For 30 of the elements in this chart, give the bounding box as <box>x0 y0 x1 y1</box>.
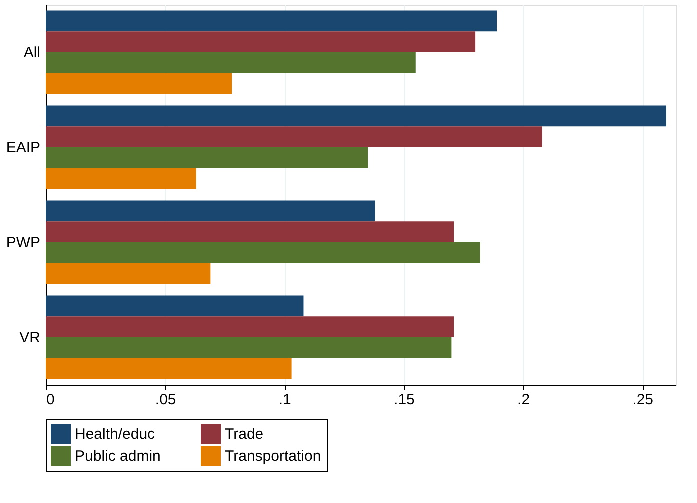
bar <box>46 200 376 222</box>
bar <box>46 222 454 242</box>
legend-label: Public admin <box>75 448 161 465</box>
bar <box>46 168 196 190</box>
bar <box>46 52 416 74</box>
y-tick-label: All <box>24 44 40 62</box>
bar <box>46 32 476 52</box>
bar <box>46 10 498 32</box>
bar <box>46 338 452 358</box>
y-tick-label: EAIP <box>6 140 40 156</box>
bar <box>46 126 542 148</box>
x-tick-label: 0 <box>46 392 55 408</box>
bar <box>46 106 666 127</box>
x-tick-label: .05 <box>155 392 176 408</box>
bar <box>46 242 480 264</box>
y-tick-label: VR <box>20 330 41 346</box>
bar <box>46 263 211 284</box>
bar <box>46 296 304 317</box>
bar <box>46 148 368 168</box>
x-tick-label: .25 <box>632 392 654 408</box>
x-tick-label: .1 <box>278 392 292 408</box>
x-tick-label: .15 <box>394 392 415 408</box>
bar <box>46 358 292 380</box>
y-tick-label: PWP <box>6 234 40 252</box>
legend-label: Health/educ <box>75 426 156 443</box>
bar <box>46 316 454 338</box>
legend-label: Trade <box>225 426 264 443</box>
x-tick-label: .2 <box>518 392 530 408</box>
bar <box>46 73 232 94</box>
legend-label: Transportation <box>225 448 322 465</box>
